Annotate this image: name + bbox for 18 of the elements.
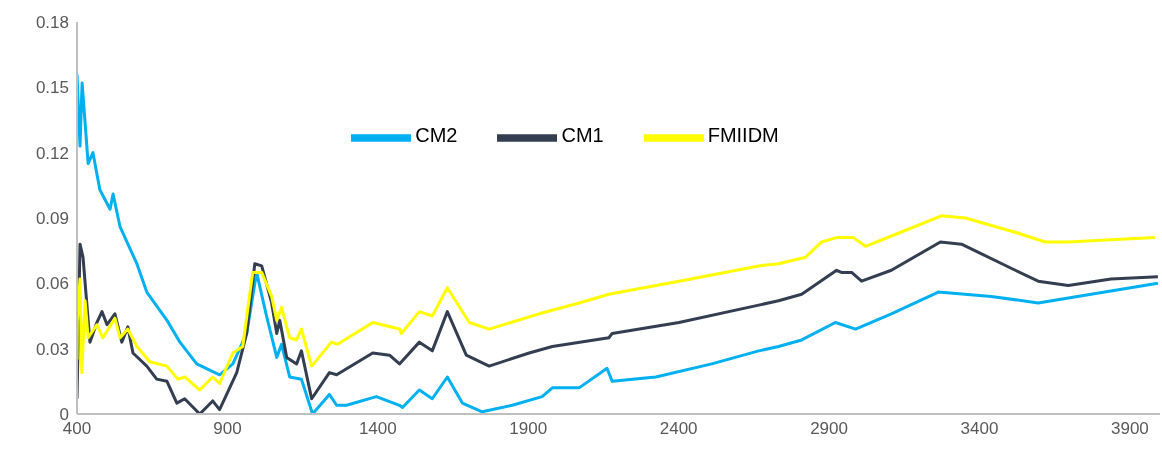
x-tick-label: 1400 [358,419,397,439]
line-series [77,214,1157,392]
y-tick-label: 0.18 [35,13,69,33]
x-tick-label: 1900 [509,419,548,439]
legend-label: CM1 [561,124,604,147]
x-tick-label: 900 [213,419,242,439]
x-tick-label: 400 [62,419,92,439]
x-tick-label: 3900 [1111,419,1149,439]
legend-label: FMIIDM [707,124,779,147]
y-tick-label: 0.15 [35,78,69,98]
x-tick-label: 2400 [659,419,698,439]
y-tick-label: 0.03 [35,339,69,359]
y-tick-label: 0.09 [35,209,69,229]
x-tick-label: 3400 [960,419,999,439]
y-tick-label: 0.06 [35,274,69,294]
x-tick-label: 2900 [810,419,848,439]
legend-label: CM2 [415,124,458,147]
y-tick-label: 0.12 [35,143,69,163]
